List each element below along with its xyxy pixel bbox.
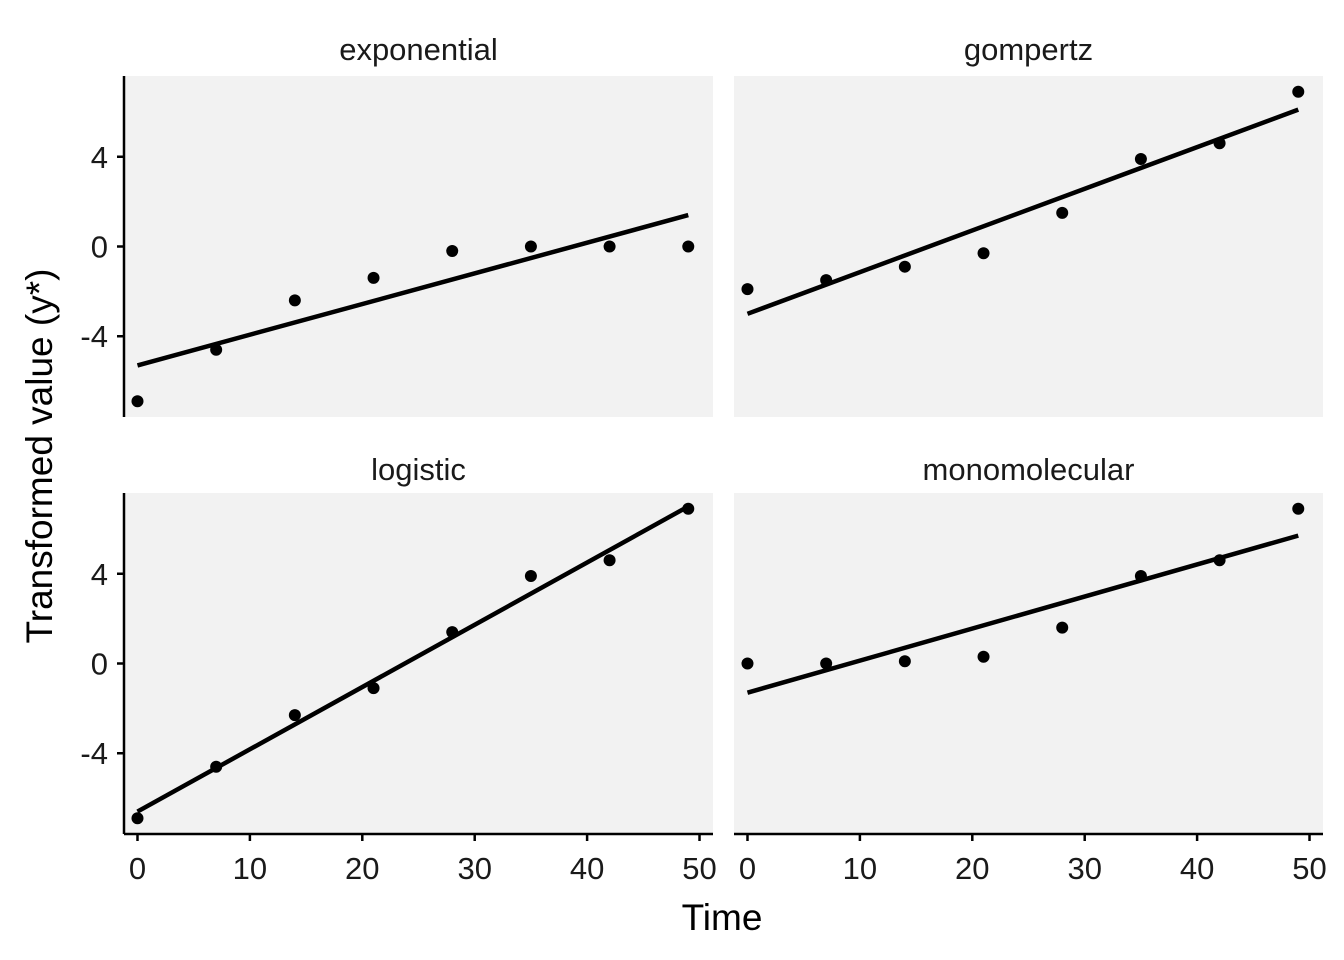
x-tick-label: 50 [682,851,716,886]
data-point [446,244,459,257]
data-point [1213,554,1226,567]
data-point [898,655,911,668]
x-tick-label: 10 [233,851,267,886]
data-point [1134,570,1147,583]
data-point [524,240,537,253]
data-point [603,554,616,567]
facet-monomolecular: monomolecular 0 10 20 30 40 50 [734,452,1327,886]
data-point [1056,621,1069,634]
x-axis-title: Time [682,897,763,938]
data-point [1134,153,1147,166]
data-point [1292,502,1305,515]
y-tick-label: 0 [91,230,108,265]
y-axis-title: Transformed value (y*) [19,269,60,644]
data-point [1056,206,1069,219]
fit-line [746,107,1300,316]
x-tick-label: 40 [570,851,604,886]
data-point [898,260,911,273]
y-tick-label: 4 [91,557,108,592]
facet-gompertz: gompertz [734,32,1323,417]
data-point [977,247,990,260]
data-point [210,760,223,773]
fit-line [746,533,1299,695]
y-tick-label: -4 [80,736,108,771]
data-point [131,395,144,408]
data-point [603,240,616,253]
x-tick-label: 40 [1180,851,1214,886]
data-point [524,570,537,583]
panel-background [734,76,1323,417]
x-tick-label: 0 [129,851,146,886]
data-point [741,657,754,670]
data-point [1213,137,1226,150]
data-point [977,650,990,663]
facet-exponential: exponential -4 0 4 [80,32,713,417]
data-point [741,283,754,296]
x-tick-label: 30 [457,851,491,886]
x-tick-label: 20 [955,851,989,886]
data-point [820,274,833,287]
fit-line [136,504,690,814]
x-tick-label: 10 [843,851,877,886]
data-point [367,271,380,284]
data-point [820,657,833,670]
y-tick-label: -4 [80,319,108,354]
data-point [367,682,380,695]
data-point [131,812,144,825]
strip-label-gompertz: gompertz [964,32,1093,67]
data-point [1292,85,1305,98]
y-tick-label: 0 [91,647,108,682]
data-point [210,343,223,356]
x-tick-label: 30 [1067,851,1101,886]
x-tick-label: 0 [739,851,756,886]
data-point [682,502,695,515]
x-tick-label: 20 [345,851,379,886]
data-point [288,709,301,722]
panel-background [124,493,713,834]
data-point [682,240,695,253]
x-tick-label: 50 [1292,851,1326,886]
panel-background [124,76,713,417]
y-tick-label: 4 [91,140,108,175]
strip-label-monomolecular: monomolecular [923,452,1135,487]
strip-label-exponential: exponential [339,32,498,67]
data-point [288,294,301,307]
strip-label-logistic: logistic [371,452,466,487]
data-point [446,626,459,639]
fit-line [136,212,689,368]
